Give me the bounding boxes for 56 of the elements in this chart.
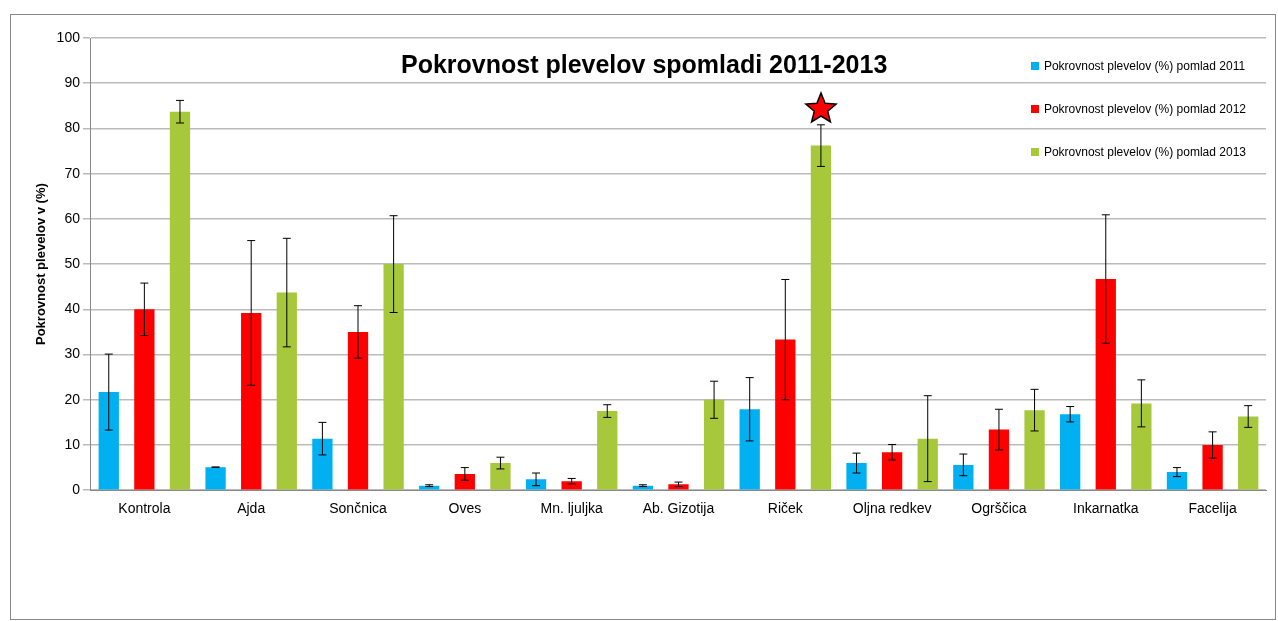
- bar: [1131, 403, 1152, 490]
- legend-label: Pokrovnost plevelov (%) pomlad 2011: [1043, 58, 1246, 73]
- bar: [1202, 444, 1223, 490]
- bar: [169, 111, 191, 490]
- y-tick-label: 50: [64, 254, 81, 271]
- x-tick-label: Sončnica: [329, 500, 388, 517]
- bar: [347, 331, 369, 490]
- x-tick-label: Oljna redkev: [852, 500, 932, 517]
- bar: [1024, 410, 1045, 490]
- bar: [1166, 472, 1188, 490]
- x-tick-label: Riček: [767, 500, 804, 517]
- bar: [1095, 279, 1116, 490]
- x-tick-label: Facelija: [1188, 500, 1237, 517]
- bar: [988, 429, 1010, 490]
- bar: [98, 392, 119, 490]
- y-tick-label: 70: [64, 164, 81, 181]
- bar: [953, 464, 974, 490]
- bar: [383, 264, 404, 490]
- x-tick-label: Ab. Gizotija: [642, 500, 715, 517]
- bar: [668, 484, 689, 490]
- y-tick-label: 90: [64, 74, 81, 91]
- bar: [205, 467, 226, 490]
- x-tick-label: Ajda: [237, 500, 266, 517]
- text: Pokrovnost plevelov spomladi 2011-2013: [400, 50, 888, 79]
- bar: [1060, 414, 1081, 490]
- bar: [810, 145, 832, 490]
- bar: [703, 399, 725, 490]
- bar: [241, 312, 262, 490]
- bar: [739, 409, 760, 490]
- y-tick-label: 30: [64, 345, 81, 362]
- bar: [597, 411, 618, 490]
- y-tick-label: 20: [64, 390, 81, 407]
- x-tick-label: Oves: [448, 500, 482, 517]
- y-tick-label: 10: [64, 435, 81, 452]
- y-axis-title: Pokrovnost plevelov v (%): [33, 183, 49, 346]
- y-tick-label: 40: [64, 300, 81, 317]
- x-tick-label: Inkarnatka: [1073, 500, 1139, 517]
- y-tick-label: 100: [56, 28, 81, 45]
- legend-label: Pokrovnost plevelov (%) pomlad 2013: [1043, 144, 1246, 159]
- bar: [917, 438, 938, 490]
- y-tick-label: 60: [64, 209, 81, 226]
- bar: [775, 339, 796, 490]
- bar: [454, 473, 475, 490]
- bar: [276, 292, 297, 490]
- x-tick-label: Mn. ljuljka: [540, 500, 603, 517]
- x-tick-label: Ogrščica: [971, 500, 1027, 517]
- y-tick-label: 0: [72, 481, 81, 498]
- bar: [881, 452, 903, 490]
- bar: [1238, 416, 1259, 490]
- bar: [312, 438, 333, 490]
- bar: [134, 309, 155, 490]
- bar: [490, 463, 511, 490]
- x-tick-label: Kontrola: [118, 500, 171, 517]
- y-tick-label: 80: [64, 119, 81, 136]
- bar: [846, 463, 867, 490]
- legend-label: Pokrovnost plevelov (%) pomlad 2012: [1043, 101, 1246, 116]
